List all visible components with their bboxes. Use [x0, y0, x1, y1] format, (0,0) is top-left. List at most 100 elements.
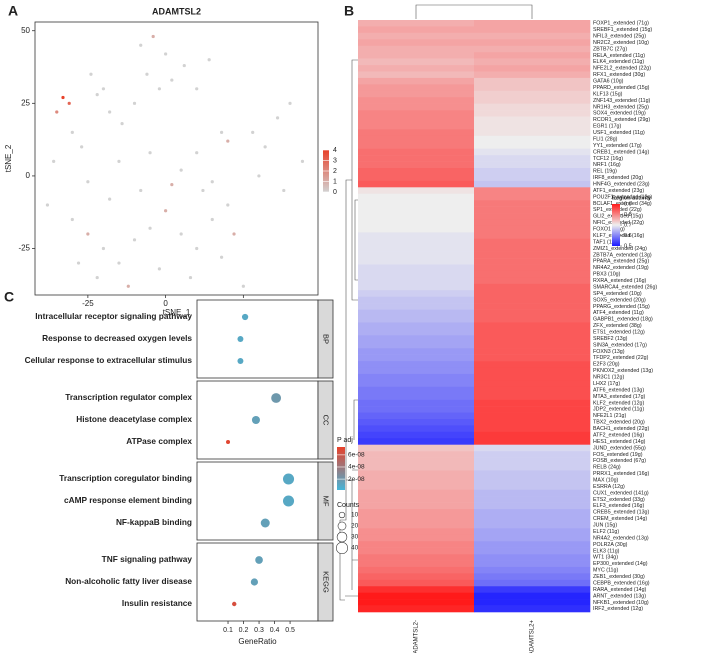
x-tick-label: 0	[163, 299, 168, 308]
row-label: ZBTB7C (27g)	[593, 46, 627, 52]
heatmap-cell	[358, 361, 475, 368]
cell-point	[86, 232, 90, 236]
cell-point	[145, 72, 149, 76]
row-label: CEBPB_extended (16g)	[593, 580, 650, 586]
heatmap-cell	[474, 180, 591, 188]
x-axis-label: GeneRatio	[238, 637, 277, 646]
row-label: ESRRA (12g)	[593, 484, 625, 490]
cell-point	[207, 58, 211, 62]
dot	[260, 518, 270, 528]
heatmap-cell	[474, 367, 591, 375]
heatmap-cell	[474, 213, 591, 220]
heatmap-cell	[474, 444, 591, 452]
size-key	[336, 531, 348, 543]
heatmap-cell	[358, 502, 475, 510]
term-label: TNF signaling pathway	[102, 554, 193, 564]
colorbar-label: 0.5	[624, 243, 632, 249]
colorbar-label: 2	[333, 168, 337, 175]
heatmap-cell	[474, 103, 591, 111]
heatmap-cell	[358, 296, 475, 304]
cell-point	[70, 130, 74, 134]
heatmap-cell	[474, 322, 591, 330]
dot	[226, 439, 231, 445]
row-label: NR4A2_extended (13g)	[593, 535, 649, 541]
cell-point	[241, 284, 245, 288]
facet-label: MF	[322, 496, 331, 507]
heatmap-cell	[358, 65, 475, 72]
cell-point	[151, 34, 155, 39]
heatmap-cell	[358, 541, 475, 548]
heatmap-cell	[358, 283, 475, 291]
heatmap-cell	[474, 380, 591, 388]
dot	[282, 473, 295, 485]
heatmap-cell	[358, 354, 475, 362]
legend-title: Region activity	[612, 195, 652, 201]
row-label: ETS1_extended (12g)	[593, 329, 645, 335]
facet-strip	[317, 542, 334, 622]
cell-point	[101, 246, 106, 251]
row-label: EP300_extended (14g)	[593, 561, 648, 567]
row-label: BACH1_extended (22g)	[593, 426, 649, 432]
heatmap-cell	[358, 142, 475, 149]
heatmap-cell	[358, 277, 475, 285]
row-label: ELF2 (11g)	[593, 529, 619, 535]
heatmap-cell	[358, 32, 475, 40]
heatmap-cell	[358, 155, 475, 162]
heatmap-cell	[474, 502, 591, 510]
x-tick-label: 0.2	[239, 627, 249, 634]
heatmap-cell	[358, 316, 475, 323]
dot	[251, 415, 260, 425]
heatmap-cell	[358, 496, 475, 503]
cell-point	[210, 217, 214, 222]
row-label: JDP2_extended (11g)	[593, 407, 644, 413]
term-label: ATPase complex	[126, 436, 192, 446]
row-label: CREB1_extended (14g)	[593, 149, 649, 155]
heatmap-cell	[358, 213, 475, 220]
plot-frame	[34, 21, 319, 296]
row-label: SREBF1_extended (15g)	[593, 27, 652, 33]
heatmap-cell	[358, 71, 475, 79]
row-label: TAF1 (11g)	[593, 239, 619, 245]
heatmap-cell	[474, 528, 591, 536]
heatmap-cell	[358, 264, 475, 272]
colorbar-label: 4	[333, 147, 337, 154]
heatmap-cell	[474, 283, 591, 291]
row-label: RELA_extended (11g)	[593, 53, 645, 59]
heatmap-cell	[474, 547, 591, 555]
column-label: ADAMTSL2-	[414, 620, 420, 653]
cell-point	[288, 101, 292, 105]
heatmap-cell	[474, 26, 591, 34]
size-label: 20	[351, 523, 359, 530]
row-label: SOX4_extended (19g)	[593, 111, 646, 117]
heatmap-cell	[358, 245, 475, 252]
dot	[271, 393, 282, 403]
row-label: FOS_extended (19g)	[593, 452, 643, 458]
row-label: ARNT_extended (13g)	[593, 593, 646, 599]
heatmap-cell	[474, 219, 591, 227]
term-label: Response to decreased oxygen levels	[42, 333, 192, 343]
heatmap-cell	[358, 509, 475, 516]
row-label: EGR1 (17g)	[593, 124, 621, 130]
heatmap-cell	[358, 528, 475, 536]
heatmap-cell	[358, 412, 475, 420]
row-label: ZBTB7A_extended (13g)	[593, 252, 652, 258]
dot	[250, 578, 258, 586]
facet-strip	[317, 299, 334, 379]
cell-point	[157, 267, 161, 271]
row-label: JUN (15g)	[593, 523, 617, 529]
row-label: NFE2L1 (21g)	[593, 413, 627, 419]
heatmap-cell	[474, 296, 591, 304]
row-label: E2F3 (20g)	[593, 362, 620, 368]
row-label: KLF13 (15g)	[593, 91, 623, 97]
heatmap-cell	[358, 566, 475, 574]
cell-point	[148, 151, 152, 155]
cell-point	[195, 87, 199, 91]
heatmap-cell	[474, 32, 591, 40]
cell-point	[210, 180, 214, 184]
row-label: MTA3_extended (17g)	[593, 394, 646, 400]
heatmap-cell	[358, 406, 475, 413]
cell-point	[257, 174, 261, 178]
heatmap-cell	[474, 65, 591, 72]
row-label: RFX1_extended (30g)	[593, 72, 645, 78]
heatmap-cell	[358, 348, 475, 355]
